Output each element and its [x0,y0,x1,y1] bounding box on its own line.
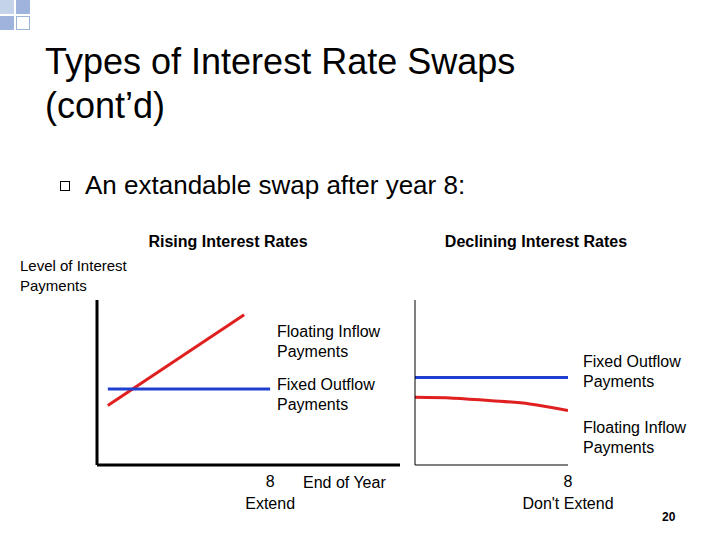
svg-text:Don't Extend: Don't Extend [522,495,613,512]
html-text:Declining Interest Rates: Declining Interest Rates [444,233,628,250]
html-text:Fixed Outflow Payments: Fixed Outflow Payments [583,353,681,390]
html-text:Fixed Outflow Payments: Fixed Outflow Payments [277,376,375,413]
html-text:20: 20 [662,510,676,524]
svg-text:Extend: Extend [245,495,295,512]
html-text:An extandable swap after year: An extandable swap after year 8: [85,170,466,200]
html-text:End of Year: End of Year [303,474,386,491]
svg-text:8: 8 [564,473,573,490]
html-text:Types of Interest Rate Swaps (: Types of Interest Rate Swaps (cont’d) [45,41,516,126]
svg-text:8: 8 [266,473,275,490]
html-text:Floating Inflow Payments: Floating Inflow Payments [583,419,687,456]
html-text:Floating Inflow Payments: Floating Inflow Payments [277,323,381,360]
html-text:Rising Interest Rates: Rising Interest Rates [148,233,308,250]
html-text:Level of Interest Payments: Level of Interest Payments [20,257,127,294]
